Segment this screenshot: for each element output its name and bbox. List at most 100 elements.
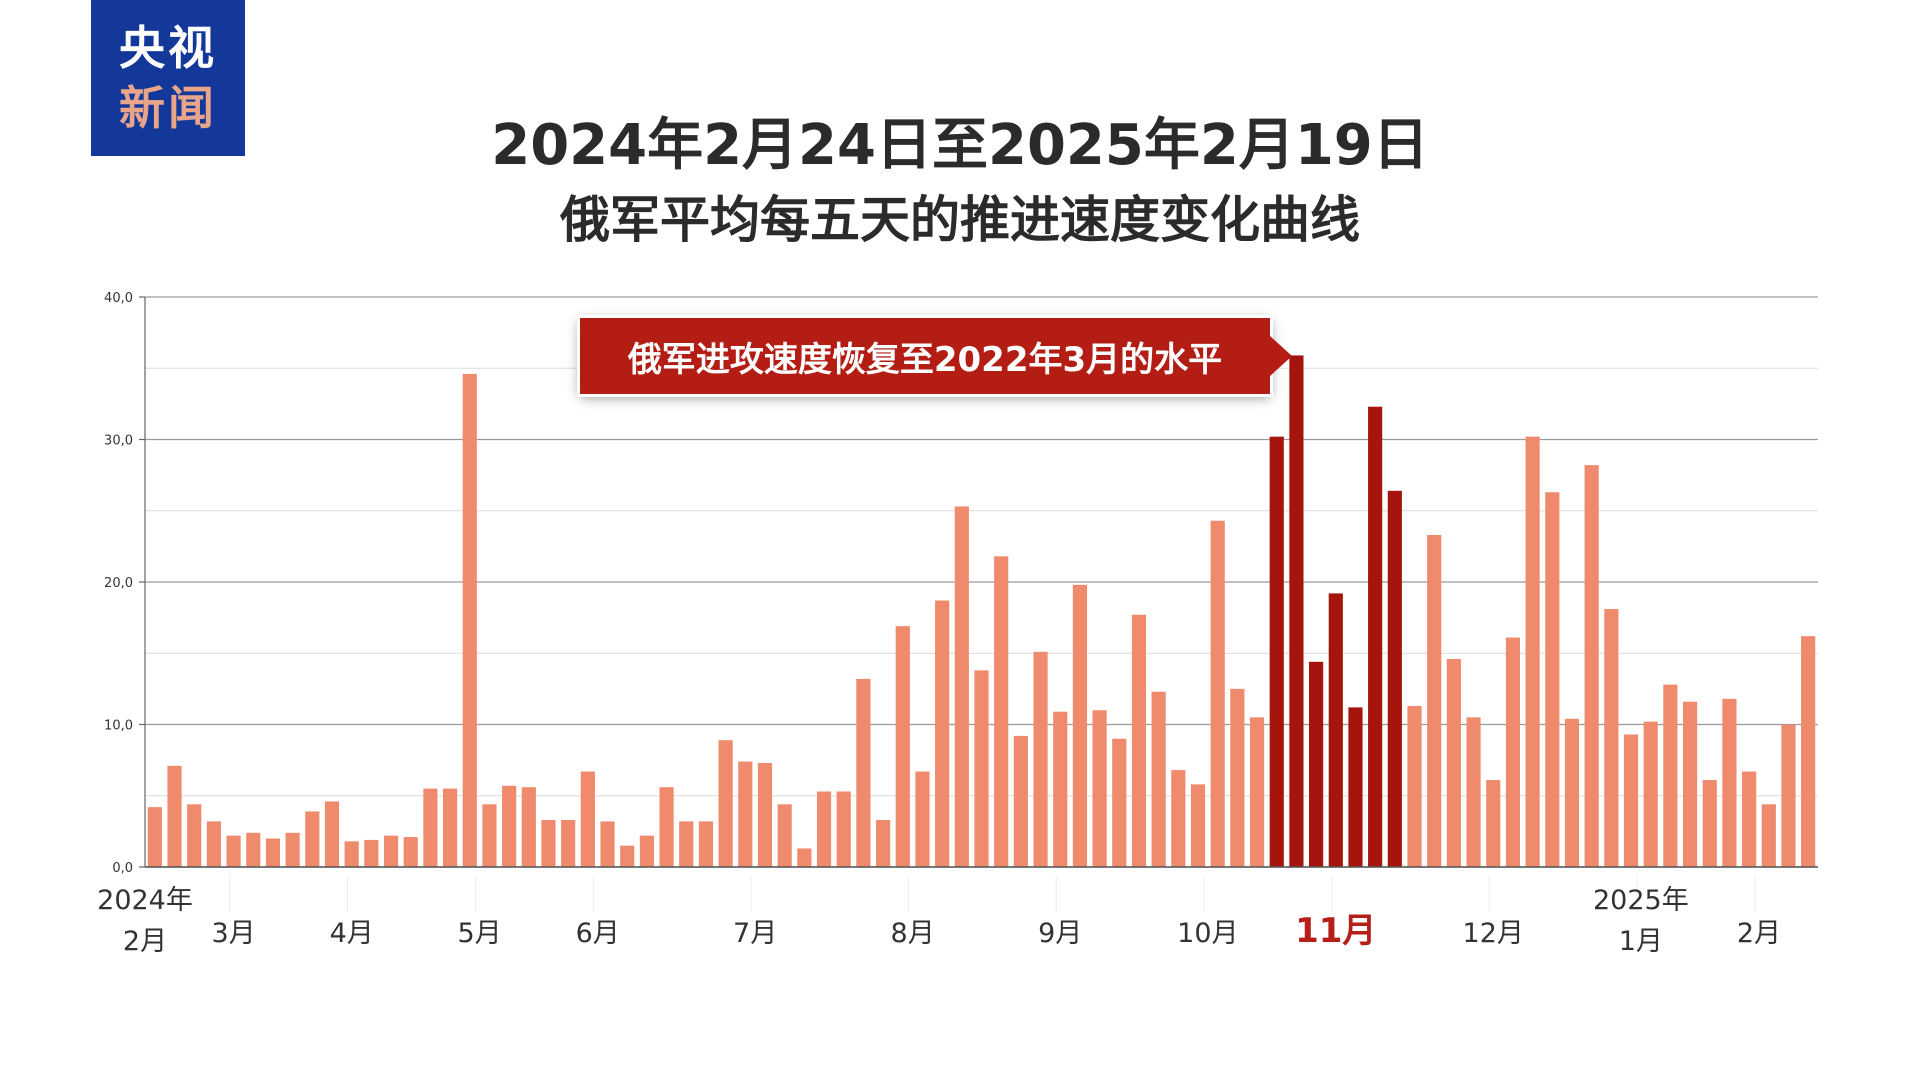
bar [1682,701,1698,867]
y-tick-label: 40,0 [104,291,133,306]
bar [442,788,458,867]
bar [1623,734,1639,867]
x-month-label: 4月 [330,918,374,949]
bar [187,804,202,867]
chart-subtitle: 俄军平均每五天的推进速度变化曲线 [560,191,1360,249]
x-month-label: 1月 [1619,926,1663,957]
bar [738,761,753,867]
bar [1466,717,1481,867]
x-month-label: 5月 [458,918,502,949]
bar [1505,637,1521,867]
bar [1072,584,1087,867]
bar [423,788,438,867]
x-year-label: 2024年 [97,885,193,916]
bar [974,670,989,867]
x-month-label: 9月 [1038,918,1082,949]
logo-line-2: 新闻 [119,81,217,135]
y-tick-label: 20,0 [104,576,133,591]
x-month-label: 6月 [576,918,620,949]
bar [383,835,399,867]
x-month-label-highlight: 11月 [1295,911,1376,951]
bar [994,556,1009,867]
bar [659,787,674,867]
bar [797,848,812,867]
bar [1604,609,1619,867]
bar [935,600,950,867]
bar [718,740,733,867]
bar [541,819,556,867]
callout-banner: 俄军进攻速度恢复至2022年3月的水平 [580,318,1292,394]
bar [324,801,340,867]
logo-line-1: 央视 [119,21,217,75]
bar [246,832,261,867]
bar-highlight [1348,707,1363,867]
x-month-label: 12月 [1463,918,1524,949]
bar [206,821,221,867]
bar [580,771,595,867]
bar [502,785,517,867]
bar [600,821,615,867]
bar [147,807,162,867]
bar [1230,688,1245,867]
bar [1781,724,1796,867]
bar [1761,804,1776,867]
bar-highlight [1269,436,1284,867]
x-month-label: 8月 [891,918,935,949]
bar [1663,684,1678,867]
bar [482,804,497,867]
bar [226,835,241,867]
bar [1446,658,1461,867]
x-month-label: 2月 [123,926,167,957]
bar [521,787,536,867]
bar [679,821,694,867]
bar [757,762,773,867]
x-month-label: 3月 [211,918,255,949]
bar [1525,436,1540,867]
bar [1722,698,1737,867]
bar [816,791,832,867]
bar [876,819,891,867]
bar [344,841,359,867]
cctv-news-logo: 央视 新闻 [91,0,245,156]
bar [777,804,792,867]
bar [954,506,969,867]
bar [1013,735,1028,867]
bar [1702,780,1717,867]
bar-highlight [1368,406,1383,867]
bar [1131,614,1147,867]
bar [285,832,300,867]
bar [1407,705,1422,867]
x-month-label: 2月 [1737,918,1781,949]
bar [305,811,320,867]
bar [1171,770,1186,867]
bar [698,821,714,867]
bar-highlight [1328,593,1343,867]
bar [1190,784,1206,867]
x-year-label: 2025年 [1593,885,1689,916]
bar [167,765,182,867]
bar [1033,651,1048,867]
bar [1112,738,1127,867]
bar [403,837,418,867]
bar [620,845,635,867]
bar [1427,534,1442,867]
bar [895,626,910,867]
x-month-label: 7月 [733,918,777,949]
x-month-label: 10月 [1177,918,1238,949]
y-tick-label: 0,0 [112,861,133,876]
bar [639,835,654,867]
bar [915,771,930,867]
bar [462,373,477,867]
bar-highlight [1289,355,1304,867]
bar [364,839,379,867]
bar [1742,771,1757,867]
bar [561,819,576,867]
bar [1643,721,1658,867]
bar [856,678,871,867]
bar [265,838,281,867]
y-tick-label: 30,0 [104,434,133,449]
bar [1092,710,1107,867]
chart-title: 2024年2月24日至2025年2月19日 [491,113,1429,178]
bar [1053,711,1068,867]
